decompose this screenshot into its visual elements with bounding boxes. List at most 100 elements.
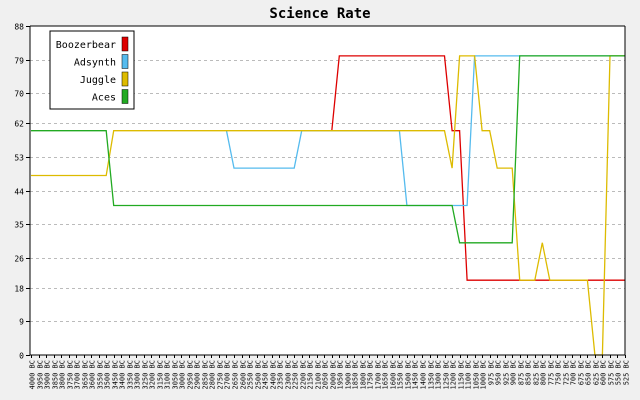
y-tick-label: 0 [19,352,24,361]
x-tick-label: 1350 BC [428,360,436,390]
x-tick-label: 875 BC [518,360,526,385]
x-tick-label: 550 BC [615,360,623,385]
y-tick-label: 88 [14,23,24,32]
legend: Boozerbear Adsynth Juggle Aces [49,30,135,110]
x-tick-label: 2450 BC [262,360,270,390]
x-tick-label: 3600 BC [89,360,97,390]
x-tick-label: 2800 BC [209,360,217,390]
y-tick-label: 70 [14,90,24,99]
x-tick-label: 1650 BC [382,360,390,390]
x-tick-label: 2300 BC [285,360,293,390]
x-tick-label: 3900 BC [44,360,52,390]
y-tick-label: 18 [14,285,24,294]
x-tick-label: 1200 BC [450,360,458,390]
x-tick-label: 1950 BC [337,360,345,390]
x-tick-label: 850 BC [525,360,533,385]
x-tick-label: 1000 BC [480,360,488,390]
x-tick-label: 3100 BC [164,360,172,390]
x-tick-label: 3550 BC [97,360,105,390]
x-tick-label: 3350 BC [127,360,135,390]
series-line-juggle [31,55,625,356]
x-tick-label: 1700 BC [375,360,383,390]
x-tick-label: 1600 BC [390,360,398,390]
x-tick-label: 1150 BC [458,360,466,390]
x-tick-label: 4000 BC [29,360,37,390]
x-tick-label: 1500 BC [405,360,413,390]
x-tick-label: 1250 BC [443,360,451,390]
x-tick-label: 725 BC [563,360,571,385]
x-tick-label: 2100 BC [315,360,323,390]
x-tick-label: 525 BC [623,360,631,385]
x-tick-label: 1550 BC [397,360,405,390]
x-tick-label: 2550 BC [247,360,255,390]
y-tick-label: 9 [19,318,24,327]
legend-swatch [121,89,129,104]
x-tick-label: 2000 BC [330,360,338,390]
x-tick-label: 625 BC [593,360,601,385]
x-tick-label: 1750 BC [367,360,375,390]
x-tick-label: 3250 BC [142,360,150,390]
x-tick-label: 2350 BC [277,360,285,390]
x-tick-label: 2500 BC [255,360,263,390]
y-tick-label: 26 [14,255,24,264]
x-tick-label: 2250 BC [292,360,300,390]
x-tick-label: 1850 BC [352,360,360,390]
x-tick-label: 3650 BC [82,360,90,390]
x-tick-label: 3700 BC [74,360,82,390]
series-lines [31,55,625,356]
x-tick-label: 925 BC [503,360,511,385]
y-tick-labels: 0 9 18 26 35 44 53 62 70 79 88 [14,23,30,361]
x-tick-label: 3750 BC [67,360,75,390]
x-tick-label: 2850 BC [202,360,210,390]
x-tick-label: 950 BC [495,360,503,385]
x-tick-label: 2150 BC [307,360,315,390]
x-tick-label: 3400 BC [119,360,127,390]
legend-swatch [121,36,129,52]
y-tick-label: 44 [14,188,24,197]
x-tick-label: 3450 BC [112,360,120,390]
x-tick-label: 775 BC [548,360,556,385]
legend-label: Aces [92,93,116,104]
x-tick-label: 2650 BC [232,360,240,390]
x-tick-label: 575 BC [608,360,616,385]
legend-label: Boozerbear [56,40,116,51]
y-tick-label: 53 [14,154,24,163]
y-tick-label: 35 [14,221,24,230]
x-tick-label: 675 BC [578,360,586,385]
x-tick-label: 1400 BC [420,360,428,390]
x-tick-label: 825 BC [533,360,541,385]
x-tick-label: 2950 BC [187,360,195,390]
x-tick-label: 800 BC [540,360,548,385]
legend-swatch [121,71,129,87]
x-tick-label: 750 BC [555,360,563,385]
x-tick-label: 3800 BC [59,360,67,390]
legend-label: Juggle [80,75,116,86]
x-tick-label: 3850 BC [52,360,60,390]
x-tick-label: 1300 BC [435,360,443,390]
y-tick-label: 79 [14,57,24,66]
x-tick-label: 3000 BC [179,360,187,390]
x-tick-label: 3200 BC [149,360,157,390]
x-tick-label: 2200 BC [300,360,308,390]
legend-label: Adsynth [74,58,116,69]
x-tick-label: 3150 BC [157,360,165,390]
x-tick-label: 2400 BC [270,360,278,390]
x-tick-label: 2900 BC [194,360,202,390]
y-tick-label: 62 [14,120,24,129]
x-tick-label: 2050 BC [322,360,330,390]
x-tick-label: 1050 BC [473,360,481,390]
x-tick-label: 650 BC [585,360,593,385]
x-tick-label: 900 BC [510,360,518,385]
x-tick-label: 1800 BC [360,360,368,390]
series-line-aces [31,55,625,244]
chart-title: Science Rate [269,6,370,22]
x-tick-label: 3950 BC [37,360,45,390]
x-tick-labels: 4000 BC 3950 BC 3900 BC 3850 BC 3800 BC 3750 … [29,355,631,390]
legend-swatch [121,54,129,69]
x-tick-label: 2600 BC [240,360,248,390]
legend-box [49,30,135,110]
x-tick-label: 1100 BC [465,360,473,390]
x-tick-label: 1900 BC [345,360,353,390]
